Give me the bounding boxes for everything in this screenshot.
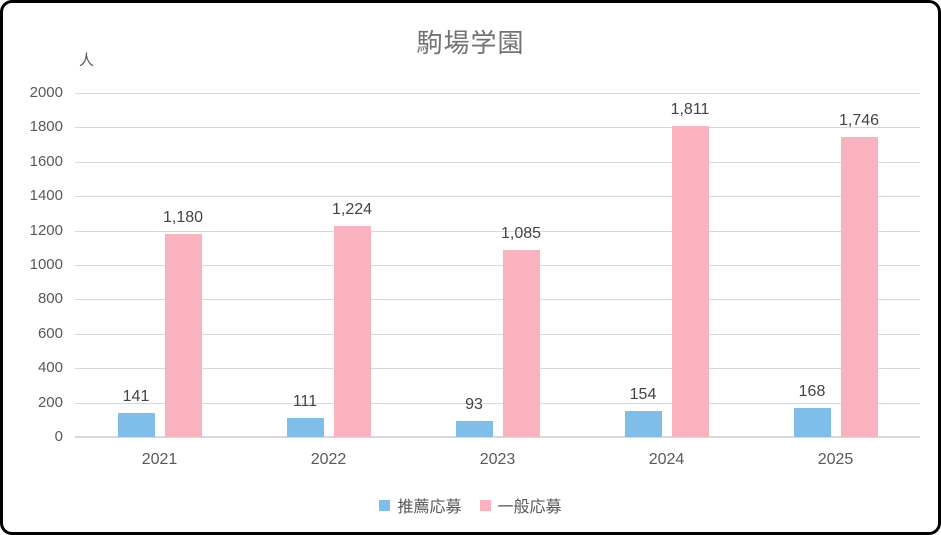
bar-一般応募-2021[interactable]: 1,180 xyxy=(163,209,203,437)
data-label-一般応募-2021: 1,180 xyxy=(162,209,204,227)
bar-推薦応募-2022[interactable]: 111 xyxy=(286,393,324,437)
x-axis-line xyxy=(75,436,920,438)
bar-groups: 141 1,180 111 1,224 93 1,085 154 1,811 168 1,746 xyxy=(75,93,920,437)
y-tick-label-2000: 2000 xyxy=(29,84,63,101)
bar-推薦応募-2021[interactable]: 141 xyxy=(117,388,155,437)
y-tick-label-200: 200 xyxy=(37,393,63,411)
data-label-一般応募-2022: 1,224 xyxy=(331,201,373,219)
bar-group-2023: 93 1,085 xyxy=(413,93,582,437)
data-label-推薦応募-2024: 154 xyxy=(629,385,657,403)
y-axis-unit-label: 人 xyxy=(79,52,95,69)
legend-item-suisen-oubo[interactable]: 推薦応募 xyxy=(379,493,462,517)
y-tick-label-1200: 1200 xyxy=(29,221,63,239)
data-label-推薦応募-2021: 141 xyxy=(122,387,150,405)
y-tick-label-1800: 1800 xyxy=(29,118,63,136)
gridline-800 xyxy=(75,299,920,301)
y-tick-label-800: 800 xyxy=(37,290,63,308)
bar-group-2025: 168 1,746 xyxy=(751,93,920,437)
y-tick-label-600: 600 xyxy=(37,324,63,342)
data-label-推薦応募-2025: 168 xyxy=(798,383,826,401)
y-tick-label-1000: 1000 xyxy=(29,256,63,273)
bar-group-2021: 141 1,180 xyxy=(75,93,244,437)
data-label-推薦応募-2023: 93 xyxy=(465,396,483,414)
gridline-1600 xyxy=(75,161,920,163)
legend: 推薦応募 一般応募 xyxy=(3,493,938,517)
x-tick-label-2023: 2023 xyxy=(479,451,516,468)
gridline-1800 xyxy=(75,127,920,129)
x-tick-label-2022: 2022 xyxy=(310,451,347,468)
gridline-2000 xyxy=(75,93,920,94)
y-tick-label-1400: 1400 xyxy=(29,187,63,205)
gridline-200 xyxy=(75,402,920,404)
x-tick-label-2025: 2025 xyxy=(817,451,854,468)
x-tick-label-2021: 2021 xyxy=(141,451,178,468)
legend-swatch-blue xyxy=(379,499,391,511)
bar-group-2024: 154 1,811 xyxy=(582,93,751,437)
gridline-1000 xyxy=(75,265,920,266)
bar-推薦応募-2024[interactable]: 154 xyxy=(624,386,662,437)
bar-一般応募-2024[interactable]: 1,811 xyxy=(671,101,709,437)
bar-推薦応募-2023[interactable]: 93 xyxy=(455,396,493,437)
x-tick-label-2024: 2024 xyxy=(648,451,685,468)
data-label-一般応募-2024: 1,811 xyxy=(670,100,710,118)
gridline-600 xyxy=(75,333,920,335)
data-label-推薦応募-2022: 111 xyxy=(292,392,318,410)
legend-swatch-pink xyxy=(479,499,491,511)
legend-item-ippan-oubo[interactable]: 一般応募 xyxy=(479,493,562,517)
gridline-400 xyxy=(75,368,920,370)
data-label-一般応募-2023: 1,085 xyxy=(500,225,542,243)
bar-一般応募-2025[interactable]: 1,746 xyxy=(839,112,879,437)
legend-label-suisen-oubo: 推薦応募 xyxy=(397,499,462,516)
x-axis-labels: 2021 2022 2023 2024 2025 xyxy=(75,451,920,469)
gridline-1200 xyxy=(75,230,920,232)
y-tick-label-0: 0 xyxy=(54,428,63,445)
legend-label-ippan-oubo: 一般応募 xyxy=(497,499,562,516)
bar-一般応募-2022[interactable]: 1,224 xyxy=(332,201,372,437)
gridline-1400 xyxy=(75,196,920,198)
y-tick-label-1600: 1600 xyxy=(29,152,63,170)
chart-title: 駒場学園 xyxy=(416,28,525,58)
data-label-一般応募-2025: 1,746 xyxy=(838,111,880,129)
bar-group-2022: 111 1,224 xyxy=(244,93,413,437)
bar-推薦応募-2025[interactable]: 168 xyxy=(793,383,831,437)
plot-area: 0 200 400 600 800 1000 1200 1400 1600 1800 2000 141… xyxy=(30,84,920,445)
bar-一般応募-2023[interactable]: 1,085 xyxy=(501,225,541,437)
y-tick-label-400: 400 xyxy=(37,359,63,377)
